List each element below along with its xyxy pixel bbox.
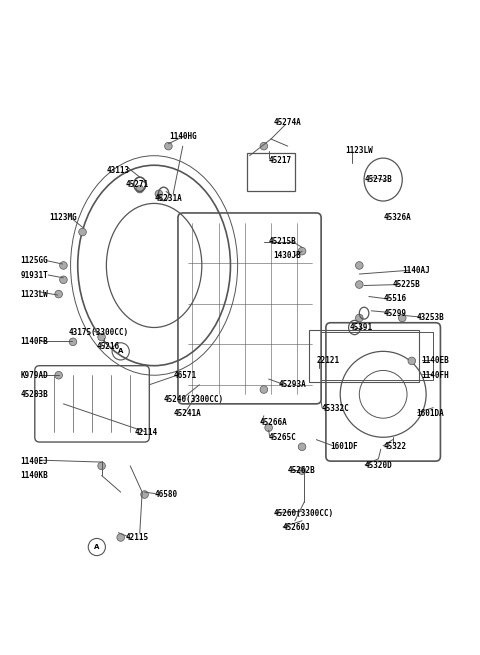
Text: 42114: 42114 bbox=[135, 428, 158, 437]
Text: 45265C: 45265C bbox=[269, 433, 296, 441]
Text: 45260J: 45260J bbox=[283, 523, 311, 533]
Circle shape bbox=[260, 386, 268, 394]
Text: 45274A: 45274A bbox=[274, 118, 301, 127]
Circle shape bbox=[117, 534, 124, 541]
Circle shape bbox=[55, 371, 62, 379]
Circle shape bbox=[60, 261, 67, 269]
Circle shape bbox=[398, 314, 406, 322]
Text: 45266A: 45266A bbox=[259, 419, 287, 428]
Text: 43253B: 43253B bbox=[417, 314, 444, 322]
Text: 1123LW: 1123LW bbox=[21, 290, 48, 299]
Text: 45240(3300CC): 45240(3300CC) bbox=[164, 394, 224, 403]
Circle shape bbox=[298, 248, 306, 255]
Text: 45391: 45391 bbox=[350, 323, 373, 332]
Circle shape bbox=[69, 338, 77, 346]
Text: 1123MG: 1123MG bbox=[49, 214, 77, 222]
Text: 43113: 43113 bbox=[107, 166, 130, 174]
Circle shape bbox=[98, 333, 106, 341]
Circle shape bbox=[356, 261, 363, 269]
Circle shape bbox=[55, 290, 62, 298]
Text: 45322: 45322 bbox=[383, 442, 406, 451]
Circle shape bbox=[260, 142, 268, 150]
Circle shape bbox=[356, 281, 363, 288]
Text: 1140FB: 1140FB bbox=[21, 337, 48, 346]
Text: 45231A: 45231A bbox=[154, 194, 182, 203]
Circle shape bbox=[98, 462, 106, 470]
Text: 45241A: 45241A bbox=[173, 409, 201, 418]
Text: 45299: 45299 bbox=[383, 309, 406, 318]
Text: K979AD: K979AD bbox=[21, 371, 48, 380]
Text: 1140KB: 1140KB bbox=[21, 471, 48, 480]
Circle shape bbox=[265, 424, 273, 432]
Text: 1140FH: 1140FH bbox=[421, 371, 449, 380]
Text: 45225B: 45225B bbox=[393, 280, 420, 289]
Text: 45293A: 45293A bbox=[278, 381, 306, 389]
Text: 91931T: 91931T bbox=[21, 271, 48, 280]
Text: 1601DF: 1601DF bbox=[331, 442, 359, 451]
Text: 1140HG: 1140HG bbox=[169, 132, 197, 141]
Text: 1123LW: 1123LW bbox=[345, 147, 373, 155]
Circle shape bbox=[79, 228, 86, 236]
Text: 1601DA: 1601DA bbox=[417, 409, 444, 418]
Text: 46580: 46580 bbox=[154, 490, 177, 499]
Text: 45271: 45271 bbox=[125, 180, 149, 189]
Circle shape bbox=[165, 142, 172, 150]
Circle shape bbox=[136, 185, 144, 193]
Circle shape bbox=[408, 357, 416, 365]
Text: 1125GG: 1125GG bbox=[21, 256, 48, 265]
Text: 46571: 46571 bbox=[173, 371, 196, 380]
Circle shape bbox=[155, 190, 163, 198]
Text: 45217: 45217 bbox=[269, 156, 292, 165]
Text: 1140EB: 1140EB bbox=[421, 356, 449, 365]
Text: 45262B: 45262B bbox=[288, 466, 315, 475]
Circle shape bbox=[60, 276, 67, 284]
Text: 45283B: 45283B bbox=[21, 390, 48, 399]
Text: 1140AJ: 1140AJ bbox=[402, 266, 430, 274]
Text: 45215B: 45215B bbox=[269, 237, 296, 246]
Circle shape bbox=[298, 467, 306, 474]
Text: 45516: 45516 bbox=[383, 294, 406, 303]
Text: 42115: 42115 bbox=[125, 533, 149, 542]
Text: 22121: 22121 bbox=[316, 356, 339, 365]
Text: A: A bbox=[118, 348, 123, 354]
Circle shape bbox=[298, 443, 306, 451]
Text: 43175(3300CC): 43175(3300CC) bbox=[68, 328, 128, 337]
Text: 45326A: 45326A bbox=[383, 214, 411, 222]
Text: 1140EJ: 1140EJ bbox=[21, 457, 48, 466]
Circle shape bbox=[141, 491, 148, 498]
Text: 45216: 45216 bbox=[97, 342, 120, 351]
Text: 45273B: 45273B bbox=[364, 175, 392, 184]
Text: 45332C: 45332C bbox=[321, 404, 349, 413]
Circle shape bbox=[356, 314, 363, 322]
Text: 1430JB: 1430JB bbox=[274, 252, 301, 261]
Text: A: A bbox=[94, 544, 99, 550]
Text: 45260(3300CC): 45260(3300CC) bbox=[274, 509, 334, 518]
Text: 45320D: 45320D bbox=[364, 461, 392, 470]
